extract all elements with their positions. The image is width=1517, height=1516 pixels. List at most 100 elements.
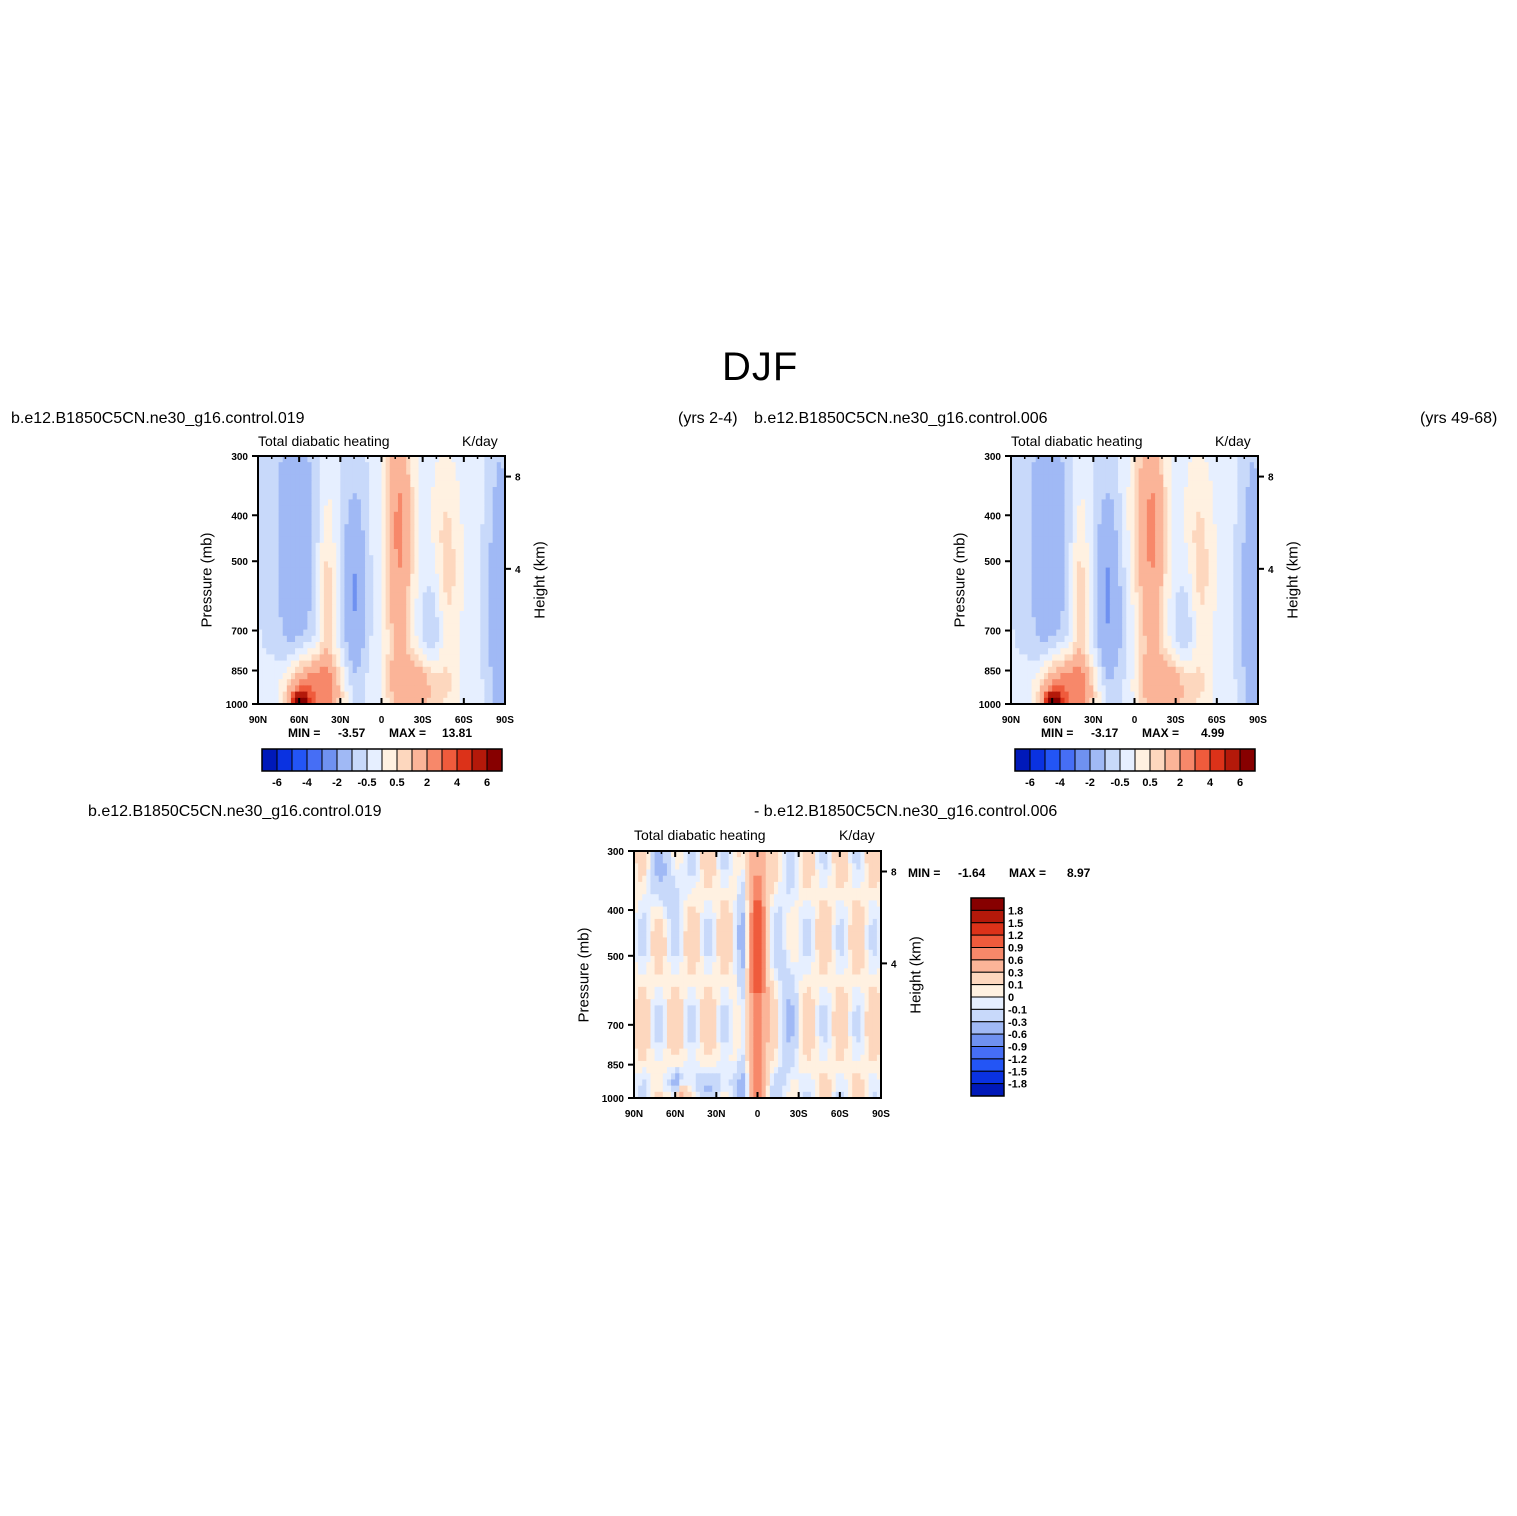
field-cell — [459, 685, 465, 693]
field-cell — [451, 604, 457, 612]
field-cell — [295, 580, 300, 587]
field-cell — [278, 685, 284, 693]
field-cell — [1212, 617, 1218, 624]
field-cell — [467, 524, 473, 531]
field-cell — [307, 462, 313, 469]
field-cell — [303, 598, 308, 606]
field-cell — [1188, 524, 1193, 531]
field-cell — [1196, 549, 1201, 556]
field-cell — [1150, 511, 1156, 519]
field-cell — [1216, 549, 1222, 556]
field-cell — [315, 487, 321, 494]
field-cell — [1245, 635, 1251, 643]
field-cell — [1183, 598, 1189, 606]
field-cell — [1208, 586, 1214, 593]
field-cell — [344, 611, 350, 618]
field-cell — [274, 697, 280, 705]
field-cell — [286, 480, 292, 488]
field-cell — [352, 635, 358, 643]
field-cell — [447, 524, 453, 531]
field-cell — [1225, 456, 1230, 463]
field-cell — [414, 542, 420, 550]
field-cell — [1155, 592, 1160, 600]
field-cell — [1064, 474, 1070, 482]
field-cell — [1212, 549, 1218, 556]
field-cell — [1146, 567, 1152, 575]
field-cell — [1093, 623, 1099, 631]
field-cell — [1233, 480, 1239, 488]
field-cell — [1245, 586, 1251, 593]
field-cell — [262, 505, 267, 513]
field-cell — [1245, 530, 1251, 538]
field-cell — [274, 604, 280, 612]
field-cell — [1179, 580, 1185, 587]
field-cell — [307, 697, 313, 705]
field-cell — [1039, 586, 1045, 593]
field-cell — [262, 536, 267, 544]
field-cell — [340, 635, 346, 643]
field-cell — [356, 511, 362, 519]
field-cell — [1027, 611, 1033, 618]
field-cell — [1052, 598, 1057, 606]
field-cell — [299, 573, 304, 581]
field-cell — [1220, 505, 1226, 513]
field-cell — [1126, 648, 1131, 655]
field-cell — [463, 642, 469, 649]
field-cell — [290, 518, 296, 525]
field-cell — [336, 536, 341, 544]
field-cell — [356, 691, 362, 699]
field-cell — [455, 573, 461, 581]
field-cell — [1179, 524, 1185, 531]
field-cell — [492, 530, 498, 538]
field-cell — [1097, 549, 1103, 556]
field-cell — [262, 511, 267, 519]
field-cell — [270, 697, 276, 705]
field-cell — [675, 851, 680, 858]
field-cell — [286, 629, 292, 637]
field-cell — [393, 673, 399, 680]
field-cell — [1101, 648, 1107, 655]
field-cell — [303, 511, 308, 519]
field-cell — [1241, 666, 1247, 674]
field-cell — [1212, 648, 1218, 655]
field-cell — [397, 598, 403, 606]
field-cell — [422, 654, 428, 662]
y-tick-label: 700 — [231, 627, 248, 638]
field-cell — [1179, 542, 1185, 550]
field-cell — [1122, 474, 1127, 482]
field-cell — [262, 549, 267, 556]
field-cell — [1245, 604, 1251, 612]
field-cell — [410, 573, 416, 581]
field-cell — [1163, 629, 1169, 637]
field-cell — [373, 617, 378, 624]
field-cell — [1204, 648, 1210, 655]
field-cell — [278, 598, 284, 606]
field-cell — [270, 567, 276, 575]
field-cell — [323, 530, 329, 538]
field-cell — [1126, 573, 1131, 581]
field-cell — [397, 573, 403, 581]
field-cell — [369, 474, 374, 482]
field-cell — [1220, 580, 1226, 587]
field-cell — [1056, 518, 1061, 525]
field-cell — [1204, 654, 1210, 662]
field-cell — [1105, 666, 1111, 674]
field-cell — [1192, 480, 1197, 488]
field-cell — [1163, 487, 1169, 494]
field-cell — [422, 691, 428, 699]
field-cell — [1122, 524, 1127, 531]
field-cell — [303, 691, 308, 699]
field-cell — [1134, 617, 1140, 624]
field-cell — [414, 530, 420, 538]
field-cell — [332, 462, 337, 469]
field-cell — [484, 629, 490, 637]
field-cell — [1130, 493, 1136, 500]
field-cell — [1064, 691, 1070, 699]
field-cell — [430, 691, 436, 699]
field-cell — [1241, 468, 1247, 476]
field-cell — [1175, 691, 1181, 699]
field-cell — [266, 573, 271, 581]
field-cell — [286, 561, 292, 569]
field-cell — [1048, 617, 1053, 624]
